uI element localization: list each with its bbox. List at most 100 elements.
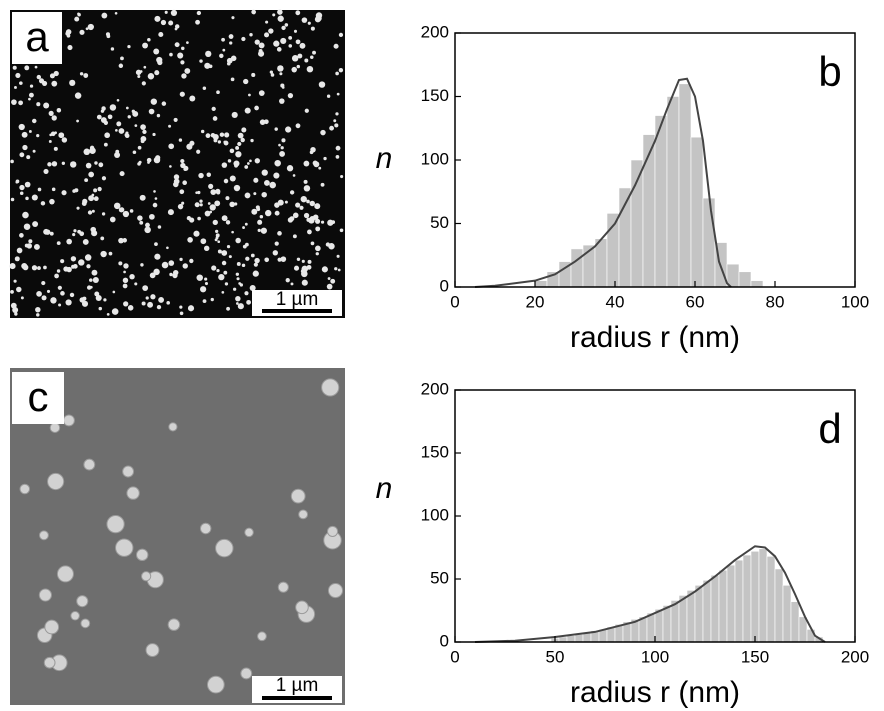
bar xyxy=(806,629,816,643)
particle xyxy=(85,162,92,169)
y-axis-label: n xyxy=(376,142,393,175)
particle xyxy=(19,81,23,85)
particle xyxy=(295,39,301,45)
particle xyxy=(234,202,238,206)
bar xyxy=(790,601,800,643)
particle xyxy=(310,55,314,60)
particle xyxy=(58,303,62,307)
particle xyxy=(250,138,254,143)
particle xyxy=(115,538,134,557)
particle xyxy=(98,162,104,168)
particle xyxy=(334,123,339,128)
particle xyxy=(205,133,211,139)
particle xyxy=(32,149,36,153)
bar xyxy=(566,635,576,643)
particle xyxy=(274,127,278,131)
particle xyxy=(49,231,54,236)
particle xyxy=(336,254,340,258)
particle xyxy=(169,52,173,57)
particle xyxy=(212,219,218,226)
particle xyxy=(129,209,134,213)
bar xyxy=(642,134,656,288)
particle xyxy=(19,152,25,158)
particle xyxy=(173,174,180,180)
particle xyxy=(10,197,15,202)
particle xyxy=(334,267,338,271)
particle xyxy=(118,207,124,213)
particle xyxy=(56,107,62,113)
particle xyxy=(310,26,315,31)
particle xyxy=(233,184,241,192)
particle xyxy=(244,527,254,538)
particle xyxy=(154,70,160,76)
particle xyxy=(147,38,151,42)
particle xyxy=(101,106,106,111)
particle xyxy=(179,257,183,262)
particle xyxy=(235,146,240,150)
particle xyxy=(107,114,113,120)
particle xyxy=(19,233,24,238)
particle xyxy=(89,278,93,282)
particle xyxy=(12,307,19,313)
particle xyxy=(315,252,319,256)
particle xyxy=(183,167,188,171)
particle xyxy=(209,204,216,211)
particle xyxy=(109,216,116,223)
particle xyxy=(240,667,253,680)
particle xyxy=(103,142,108,147)
x-tick-label: 20 xyxy=(526,292,545,311)
particle xyxy=(24,243,29,248)
particle xyxy=(166,301,170,305)
bar xyxy=(758,548,768,643)
particle xyxy=(211,265,217,271)
particle xyxy=(170,9,178,17)
particle xyxy=(152,202,158,208)
particle xyxy=(50,131,56,137)
particle xyxy=(94,161,98,165)
particle xyxy=(248,93,251,97)
particle xyxy=(260,227,267,234)
bar xyxy=(574,634,584,643)
particle xyxy=(118,261,123,266)
bar xyxy=(726,564,736,643)
particle xyxy=(146,157,152,163)
particle xyxy=(161,101,167,106)
particle xyxy=(152,132,156,137)
particle xyxy=(70,256,77,262)
particle xyxy=(244,242,249,247)
particle xyxy=(49,422,61,433)
particle xyxy=(20,296,24,300)
particle xyxy=(221,215,228,222)
particle xyxy=(24,65,30,71)
particle xyxy=(338,32,344,37)
particle xyxy=(187,236,193,243)
particle xyxy=(168,124,172,128)
particle xyxy=(274,210,280,216)
particle xyxy=(166,246,169,250)
particle xyxy=(145,643,160,658)
particle xyxy=(29,84,34,88)
x-tick-label: 0 xyxy=(450,647,459,666)
particle xyxy=(297,53,303,59)
particle xyxy=(28,92,34,98)
particle xyxy=(217,140,222,144)
particle xyxy=(309,150,314,155)
particle xyxy=(66,238,72,245)
particle xyxy=(254,158,260,164)
particle xyxy=(258,90,265,96)
particle xyxy=(303,160,310,167)
particle xyxy=(216,90,220,95)
particle xyxy=(229,201,235,208)
particle xyxy=(43,656,56,669)
bar xyxy=(774,568,784,643)
particle xyxy=(202,86,207,91)
particle xyxy=(79,72,84,76)
particle xyxy=(335,155,340,159)
particle xyxy=(157,225,162,229)
particle xyxy=(197,190,201,195)
particle xyxy=(329,125,334,131)
particle xyxy=(148,108,155,115)
particle xyxy=(36,313,40,317)
particle xyxy=(136,548,149,562)
